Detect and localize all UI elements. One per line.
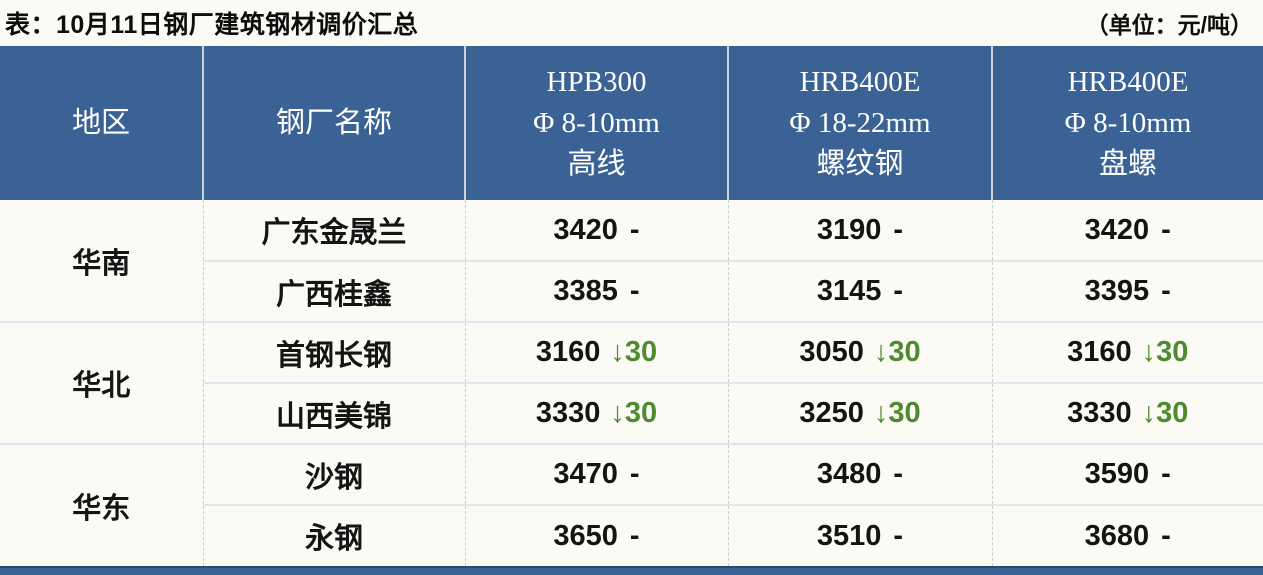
header-text: Φ 8-10mm bbox=[1064, 106, 1192, 139]
price-value: 3420 bbox=[1084, 213, 1150, 246]
price-cell: 3420- bbox=[464, 200, 728, 262]
price-change: - bbox=[629, 519, 640, 552]
price-value: 3680 bbox=[1084, 519, 1150, 552]
price-change: - bbox=[893, 458, 904, 490]
page-title: 表：10月11日钢厂建筑钢材调价汇总 bbox=[5, 11, 419, 39]
table-row: 华东 沙钢 3470- 3480- 3590- bbox=[0, 444, 1263, 525]
header-text: 盘螺 bbox=[1098, 147, 1157, 180]
col-header-hpb300-wire: HPB300 Φ 8-10mm 高线 bbox=[464, 46, 728, 200]
header-text: 地区 bbox=[71, 106, 130, 139]
header-text: HRB400E bbox=[799, 65, 921, 98]
price-value: 3190 bbox=[816, 213, 882, 246]
price-cell: 3590- bbox=[991, 444, 1263, 506]
price-value: 3250 bbox=[799, 397, 864, 429]
price-cell: 3470- bbox=[464, 444, 728, 506]
steel-price-table: 地区 钢厂名称 HPB300 Φ 8-10mm 高线 HRB400E Φ 18-… bbox=[0, 46, 1263, 566]
price-change-down: ↓30 bbox=[873, 336, 921, 368]
price-value: 3470 bbox=[553, 458, 618, 490]
unit-label: （单位：元/吨） bbox=[1085, 12, 1253, 38]
price-change: - bbox=[893, 275, 904, 307]
bottom-accent-bar bbox=[0, 566, 1263, 575]
col-header-mill-name: 钢厂名称 bbox=[202, 46, 465, 200]
price-cell: 3385- bbox=[464, 261, 728, 323]
price-cell: 3330 ↓30 bbox=[991, 383, 1263, 445]
mill-cell: 山西美锦 bbox=[202, 383, 465, 445]
price-value: 3160 bbox=[1067, 336, 1132, 368]
price-cell: 3145- bbox=[727, 261, 992, 323]
region-cell-north: 华北 bbox=[0, 322, 203, 445]
price-change: - bbox=[893, 519, 904, 552]
price-change: - bbox=[629, 458, 640, 490]
mill-cell: 广西桂鑫 bbox=[202, 261, 465, 323]
price-change: - bbox=[629, 275, 640, 307]
title-bar: 表：10月11日钢厂建筑钢材调价汇总 （单位：元/吨） bbox=[0, 0, 1263, 46]
price-change: - bbox=[893, 213, 904, 246]
price-cell: 3250 ↓30 bbox=[727, 383, 992, 445]
region-cell-south: 华南 bbox=[0, 200, 203, 323]
col-header-hrb400e-rebar: HRB400E Φ 18-22mm 螺纹钢 bbox=[727, 46, 992, 200]
region-cell-east: 华东 bbox=[72, 492, 131, 525]
price-value: 3330 bbox=[535, 397, 601, 429]
col-header-region: 地区 bbox=[0, 46, 203, 200]
price-value: 3050 bbox=[799, 336, 864, 368]
price-value: 3330 bbox=[1067, 397, 1132, 429]
price-change: - bbox=[1161, 519, 1171, 552]
price-value: 3395 bbox=[1084, 275, 1150, 307]
price-cell: 3420- bbox=[991, 200, 1263, 262]
price-value: 3420 bbox=[553, 213, 618, 246]
table-row: 华南 广东金晟兰 3420- 3190- 3420- bbox=[0, 200, 1263, 323]
price-cell: 3050 ↓30 bbox=[727, 322, 992, 384]
table-header: 地区 钢厂名称 HPB300 Φ 8-10mm 高线 HRB400E Φ 18-… bbox=[0, 46, 1263, 200]
price-cell: 3480- bbox=[727, 444, 992, 506]
table-body: 华南 广东金晟兰 3420- 3190- 3420- 广西桂鑫 3385- 31… bbox=[0, 200, 1263, 566]
price-change: - bbox=[1161, 213, 1171, 246]
header-text: HRB400E bbox=[1067, 65, 1189, 98]
header-text: 螺纹钢 bbox=[816, 147, 904, 180]
table-row: 山西美锦 3330 ↓30 3250 ↓30 3330 ↓30 bbox=[0, 383, 1263, 445]
price-value: 3385 bbox=[553, 275, 618, 307]
table-row: 华北 首钢长钢 3160 ↓30 3050 ↓30 3160 ↓30 bbox=[0, 322, 1263, 445]
price-value: 3145 bbox=[816, 275, 882, 307]
header-text: 高线 bbox=[567, 147, 626, 180]
header-text: 钢厂名称 bbox=[275, 106, 392, 139]
mill-cell: 广东金晟兰 bbox=[202, 200, 465, 262]
price-change-down: ↓30 bbox=[1141, 397, 1189, 429]
mill-cell: 永钢 bbox=[202, 505, 465, 566]
mill-cell: 首钢长钢 bbox=[202, 322, 465, 384]
price-value: 3160 bbox=[535, 336, 601, 368]
price-cell: 3650- bbox=[464, 505, 728, 566]
price-value: 3590 bbox=[1084, 458, 1150, 490]
price-value: 3650 bbox=[553, 519, 618, 552]
price-change: - bbox=[629, 213, 640, 246]
price-cell: 3680- bbox=[991, 505, 1263, 566]
header-text: HPB300 bbox=[546, 65, 647, 98]
price-cell: 3190- bbox=[727, 200, 992, 262]
price-change: - bbox=[1161, 275, 1171, 307]
mill-cell: 沙钢 bbox=[202, 444, 465, 506]
price-change: - bbox=[1161, 458, 1171, 490]
header-text: Φ 18-22mm bbox=[789, 106, 931, 139]
price-change-down: ↓30 bbox=[610, 336, 658, 368]
price-cell: 3330 ↓30 bbox=[464, 383, 728, 445]
price-value: 3480 bbox=[816, 458, 882, 490]
price-cell: 3160 ↓30 bbox=[991, 322, 1263, 384]
price-value: 3510 bbox=[816, 519, 882, 552]
table-row: 永钢 3650- 3510- 3680- bbox=[0, 505, 1263, 566]
header-text: Φ 8-10mm bbox=[533, 106, 660, 139]
price-change-down: ↓30 bbox=[873, 397, 921, 429]
col-header-hrb400e-coil: HRB400E Φ 8-10mm 盘螺 bbox=[991, 46, 1263, 200]
price-change-down: ↓30 bbox=[1141, 336, 1189, 368]
price-cell: 3395- bbox=[991, 261, 1263, 323]
table-row: 广西桂鑫 3385- 3145- 3395- bbox=[0, 261, 1263, 323]
price-cell: 3510- bbox=[727, 505, 992, 566]
price-cell: 3160 ↓30 bbox=[464, 322, 728, 384]
price-change-down: ↓30 bbox=[610, 397, 658, 429]
